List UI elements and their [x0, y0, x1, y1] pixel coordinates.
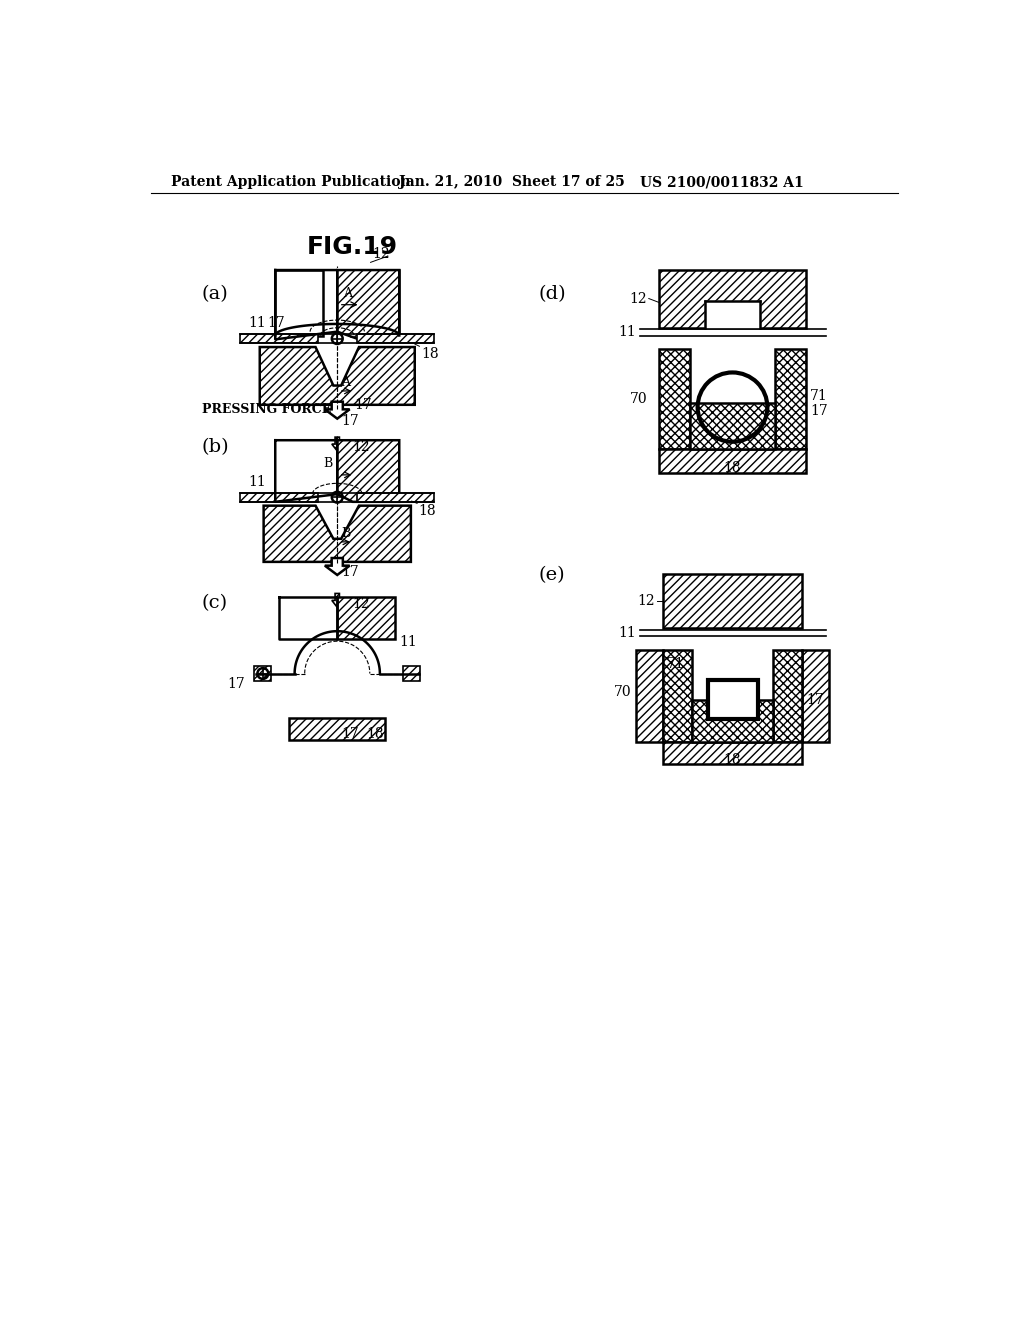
Bar — [802, 649, 829, 742]
Text: US 2100/0011832 A1: US 2100/0011832 A1 — [640, 176, 803, 189]
Bar — [663, 649, 692, 742]
Text: 11: 11 — [248, 315, 266, 330]
Text: A: A — [341, 376, 350, 389]
Text: (b): (b) — [202, 438, 229, 455]
Text: 17: 17 — [341, 565, 358, 579]
Text: B: B — [341, 527, 350, 540]
Text: 17: 17 — [354, 397, 372, 412]
Bar — [241, 492, 317, 502]
Bar — [708, 681, 758, 719]
Polygon shape — [332, 437, 343, 451]
Text: (a): (a) — [202, 285, 228, 304]
Bar — [289, 718, 385, 739]
Text: Patent Application Publication: Patent Application Publication — [171, 176, 411, 189]
Text: 12: 12 — [352, 597, 371, 611]
Text: FIG.19: FIG.19 — [307, 235, 398, 260]
Text: 12: 12 — [372, 247, 390, 261]
Polygon shape — [263, 506, 411, 562]
Text: 17: 17 — [267, 315, 286, 330]
Text: 11: 11 — [617, 326, 636, 339]
Text: 11: 11 — [248, 475, 266, 488]
Polygon shape — [706, 301, 760, 327]
Text: 11: 11 — [617, 626, 636, 640]
Text: 17: 17 — [341, 414, 358, 428]
Polygon shape — [325, 401, 349, 418]
Bar — [254, 665, 271, 681]
Text: (d): (d) — [539, 285, 566, 304]
Bar — [356, 334, 434, 343]
Bar — [658, 350, 690, 449]
Bar — [636, 649, 663, 742]
Text: 71: 71 — [810, 388, 827, 403]
Text: 18: 18 — [724, 752, 741, 767]
Text: Jan. 21, 2010  Sheet 17 of 25: Jan. 21, 2010 Sheet 17 of 25 — [399, 176, 625, 189]
Text: 18: 18 — [367, 727, 384, 742]
Text: PRESSING FORCE: PRESSING FORCE — [202, 404, 331, 416]
Polygon shape — [337, 597, 395, 639]
Text: 18: 18 — [419, 504, 436, 519]
Text: 71: 71 — [667, 657, 684, 671]
Polygon shape — [337, 441, 399, 502]
Bar — [241, 334, 317, 343]
Bar — [658, 271, 806, 327]
Polygon shape — [351, 271, 399, 335]
Bar — [663, 574, 802, 628]
Bar — [692, 700, 773, 742]
Text: 70: 70 — [630, 392, 647, 407]
Polygon shape — [337, 271, 399, 339]
Polygon shape — [325, 558, 349, 576]
Text: 17: 17 — [341, 727, 358, 742]
Bar — [403, 665, 420, 681]
Bar — [775, 350, 806, 449]
Bar — [356, 492, 434, 502]
Text: 17: 17 — [806, 693, 824, 706]
Text: 12: 12 — [630, 292, 647, 305]
Text: 18: 18 — [724, 461, 741, 475]
Text: 18: 18 — [421, 347, 438, 362]
Text: 17: 17 — [227, 677, 245, 692]
Polygon shape — [332, 594, 343, 607]
Text: A: A — [343, 286, 352, 300]
Polygon shape — [275, 271, 324, 335]
Text: B: B — [324, 457, 333, 470]
Text: 70: 70 — [614, 685, 632, 700]
Bar — [658, 450, 806, 473]
Bar — [690, 404, 775, 449]
Bar — [663, 742, 802, 763]
Text: 12: 12 — [352, 441, 371, 454]
Text: (c): (c) — [202, 594, 227, 612]
Polygon shape — [260, 347, 415, 405]
Text: (e): (e) — [539, 566, 565, 585]
Text: 11: 11 — [399, 635, 417, 649]
Text: 17: 17 — [810, 404, 827, 418]
Text: 12: 12 — [637, 594, 655, 609]
Bar — [773, 649, 802, 742]
